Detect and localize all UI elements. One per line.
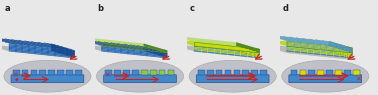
- Text: ●: ●: [14, 78, 18, 82]
- FancyBboxPatch shape: [105, 70, 112, 75]
- Polygon shape: [194, 46, 260, 58]
- FancyBboxPatch shape: [75, 70, 82, 75]
- FancyBboxPatch shape: [317, 70, 324, 75]
- FancyBboxPatch shape: [326, 70, 333, 75]
- FancyBboxPatch shape: [299, 70, 306, 75]
- FancyBboxPatch shape: [308, 70, 315, 75]
- Polygon shape: [75, 44, 170, 58]
- FancyBboxPatch shape: [13, 70, 20, 75]
- Polygon shape: [236, 46, 260, 58]
- Polygon shape: [168, 44, 263, 58]
- FancyBboxPatch shape: [150, 70, 156, 75]
- Polygon shape: [286, 51, 355, 59]
- FancyBboxPatch shape: [132, 70, 139, 75]
- FancyBboxPatch shape: [114, 70, 121, 75]
- Text: ✕: ✕: [12, 73, 17, 79]
- Polygon shape: [330, 52, 355, 60]
- Polygon shape: [329, 41, 352, 53]
- Polygon shape: [330, 51, 355, 59]
- FancyBboxPatch shape: [66, 70, 73, 75]
- FancyBboxPatch shape: [22, 70, 28, 75]
- FancyBboxPatch shape: [167, 70, 174, 75]
- Polygon shape: [194, 51, 263, 59]
- Polygon shape: [329, 46, 352, 58]
- Polygon shape: [144, 46, 167, 58]
- Polygon shape: [78, 37, 167, 50]
- Polygon shape: [0, 37, 74, 50]
- Polygon shape: [171, 39, 260, 53]
- FancyBboxPatch shape: [260, 70, 267, 75]
- Polygon shape: [8, 51, 77, 59]
- Polygon shape: [287, 41, 352, 53]
- FancyBboxPatch shape: [335, 70, 342, 75]
- FancyBboxPatch shape: [196, 75, 269, 83]
- FancyBboxPatch shape: [207, 70, 214, 75]
- Text: ✕: ✕: [104, 73, 110, 79]
- Ellipse shape: [4, 60, 91, 92]
- Text: c: c: [190, 4, 195, 13]
- FancyBboxPatch shape: [353, 70, 359, 75]
- Polygon shape: [171, 35, 260, 49]
- Polygon shape: [144, 51, 170, 59]
- Polygon shape: [144, 44, 167, 53]
- Polygon shape: [286, 53, 355, 60]
- Polygon shape: [9, 44, 74, 58]
- Ellipse shape: [189, 60, 276, 92]
- FancyBboxPatch shape: [159, 70, 166, 75]
- FancyBboxPatch shape: [289, 75, 362, 83]
- FancyBboxPatch shape: [48, 70, 55, 75]
- Polygon shape: [51, 44, 74, 58]
- FancyBboxPatch shape: [344, 70, 351, 75]
- FancyBboxPatch shape: [234, 70, 240, 75]
- Ellipse shape: [282, 60, 369, 92]
- FancyBboxPatch shape: [242, 70, 249, 75]
- Polygon shape: [260, 44, 355, 58]
- FancyBboxPatch shape: [57, 70, 64, 75]
- Polygon shape: [0, 44, 77, 58]
- Ellipse shape: [96, 60, 184, 92]
- FancyBboxPatch shape: [198, 70, 205, 75]
- Polygon shape: [102, 44, 167, 53]
- Polygon shape: [101, 51, 170, 59]
- FancyBboxPatch shape: [104, 75, 177, 83]
- FancyBboxPatch shape: [225, 70, 231, 75]
- Text: b: b: [97, 4, 103, 13]
- Polygon shape: [263, 39, 352, 53]
- Polygon shape: [237, 51, 263, 59]
- FancyBboxPatch shape: [141, 70, 148, 75]
- Text: d: d: [282, 4, 288, 13]
- Polygon shape: [78, 39, 167, 53]
- Text: ✕: ✕: [355, 76, 361, 82]
- Polygon shape: [194, 42, 260, 53]
- Polygon shape: [52, 51, 77, 59]
- Polygon shape: [236, 42, 260, 53]
- Polygon shape: [102, 46, 167, 58]
- FancyBboxPatch shape: [39, 70, 46, 75]
- Text: a: a: [5, 4, 10, 13]
- FancyBboxPatch shape: [11, 75, 84, 83]
- Polygon shape: [263, 34, 352, 48]
- FancyBboxPatch shape: [251, 70, 258, 75]
- FancyBboxPatch shape: [216, 70, 223, 75]
- Polygon shape: [260, 45, 355, 60]
- Polygon shape: [287, 46, 352, 58]
- FancyBboxPatch shape: [123, 70, 130, 75]
- FancyBboxPatch shape: [31, 70, 37, 75]
- FancyBboxPatch shape: [291, 70, 297, 75]
